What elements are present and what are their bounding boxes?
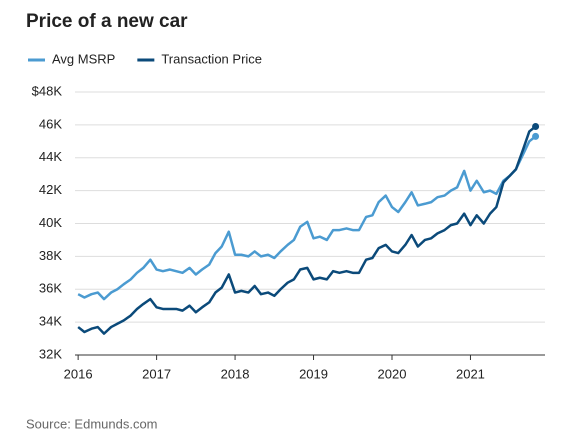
y-tick-label: $48K bbox=[32, 83, 63, 98]
x-tick-label: 2017 bbox=[142, 366, 171, 381]
series-line bbox=[77, 135, 537, 301]
source-note: Source: Edmunds.com bbox=[26, 416, 158, 431]
y-tick-label: 32K bbox=[39, 346, 62, 361]
end-dot bbox=[532, 132, 540, 140]
x-tick-label: 2018 bbox=[221, 366, 250, 381]
legend-label: Avg MSRP bbox=[52, 51, 115, 66]
y-tick-label: 44K bbox=[39, 149, 62, 164]
x-tick-label: 2016 bbox=[64, 366, 93, 381]
y-tick-label: 42K bbox=[39, 182, 62, 197]
legend-label: Transaction Price bbox=[161, 51, 262, 66]
end-dot bbox=[532, 123, 540, 131]
y-tick-label: 46K bbox=[39, 116, 62, 131]
chart-title: Price of a new car bbox=[26, 11, 188, 32]
y-tick-label: 36K bbox=[39, 281, 62, 296]
series-line bbox=[77, 125, 537, 335]
y-tick-label: 38K bbox=[39, 248, 62, 263]
x-tick-label: 2020 bbox=[378, 366, 407, 381]
x-tick-label: 2019 bbox=[299, 366, 328, 381]
y-tick-label: 34K bbox=[39, 314, 62, 329]
y-tick-label: 40K bbox=[39, 215, 62, 230]
x-tick-label: 2021 bbox=[456, 366, 485, 381]
